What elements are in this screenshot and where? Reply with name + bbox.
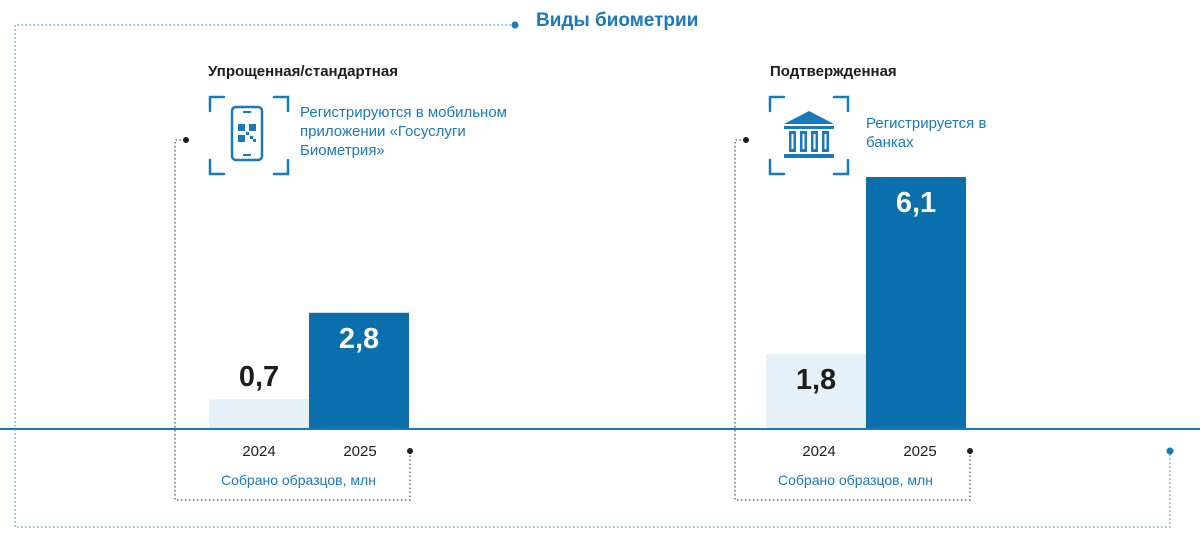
value-label-1-2025: 2,8 bbox=[338, 322, 380, 355]
group-1-dotted-bracket bbox=[174, 139, 411, 501]
frame-dot-top bbox=[511, 21, 519, 29]
page-title: Виды биометрии bbox=[536, 10, 699, 31]
group-1-year-label-2024: 2024 bbox=[242, 443, 276, 460]
outer-dotted-frame bbox=[14, 24, 1171, 528]
group-2-year-label-2025: 2025 bbox=[903, 443, 937, 460]
group-2-year-label-2024: 2024 bbox=[802, 443, 836, 460]
frame-dot-right bbox=[1166, 447, 1174, 455]
group-2-bracket-dot-bottom bbox=[967, 448, 973, 454]
group-2-dotted-bracket bbox=[734, 139, 971, 501]
bar-2-2025 bbox=[866, 177, 966, 428]
group-2-unit-label: Собрано образцов, млн bbox=[778, 472, 933, 488]
group-2-bracket-dot-top bbox=[743, 137, 749, 143]
group-1-bracket-dot-top bbox=[183, 137, 189, 143]
group-2-heading: Подтвержденная bbox=[770, 63, 897, 80]
group-1-unit-label: Собрано образцов, млн bbox=[221, 472, 376, 488]
value-label-2-2025: 6,1 bbox=[895, 187, 937, 219]
group-2-description: Регистрируется в банках bbox=[866, 115, 987, 151]
group-1-description: Регистрируются в мобильном приложении «Г… bbox=[300, 104, 507, 159]
phone-qr-icon bbox=[208, 95, 290, 176]
bar-1-2024 bbox=[209, 399, 309, 428]
value-label-1-2024: 0,7 bbox=[238, 361, 280, 394]
value-label-2-2024: 1,8 bbox=[795, 363, 837, 396]
group-1-year-label-2025: 2025 bbox=[343, 443, 377, 460]
bank-building-icon bbox=[768, 95, 850, 176]
bar-2-2024 bbox=[766, 353, 866, 428]
group-1-heading: Упрощенная/стандартная bbox=[208, 63, 398, 80]
bar-1-2025 bbox=[309, 312, 409, 428]
group-1-bracket-dot-bottom bbox=[407, 448, 413, 454]
